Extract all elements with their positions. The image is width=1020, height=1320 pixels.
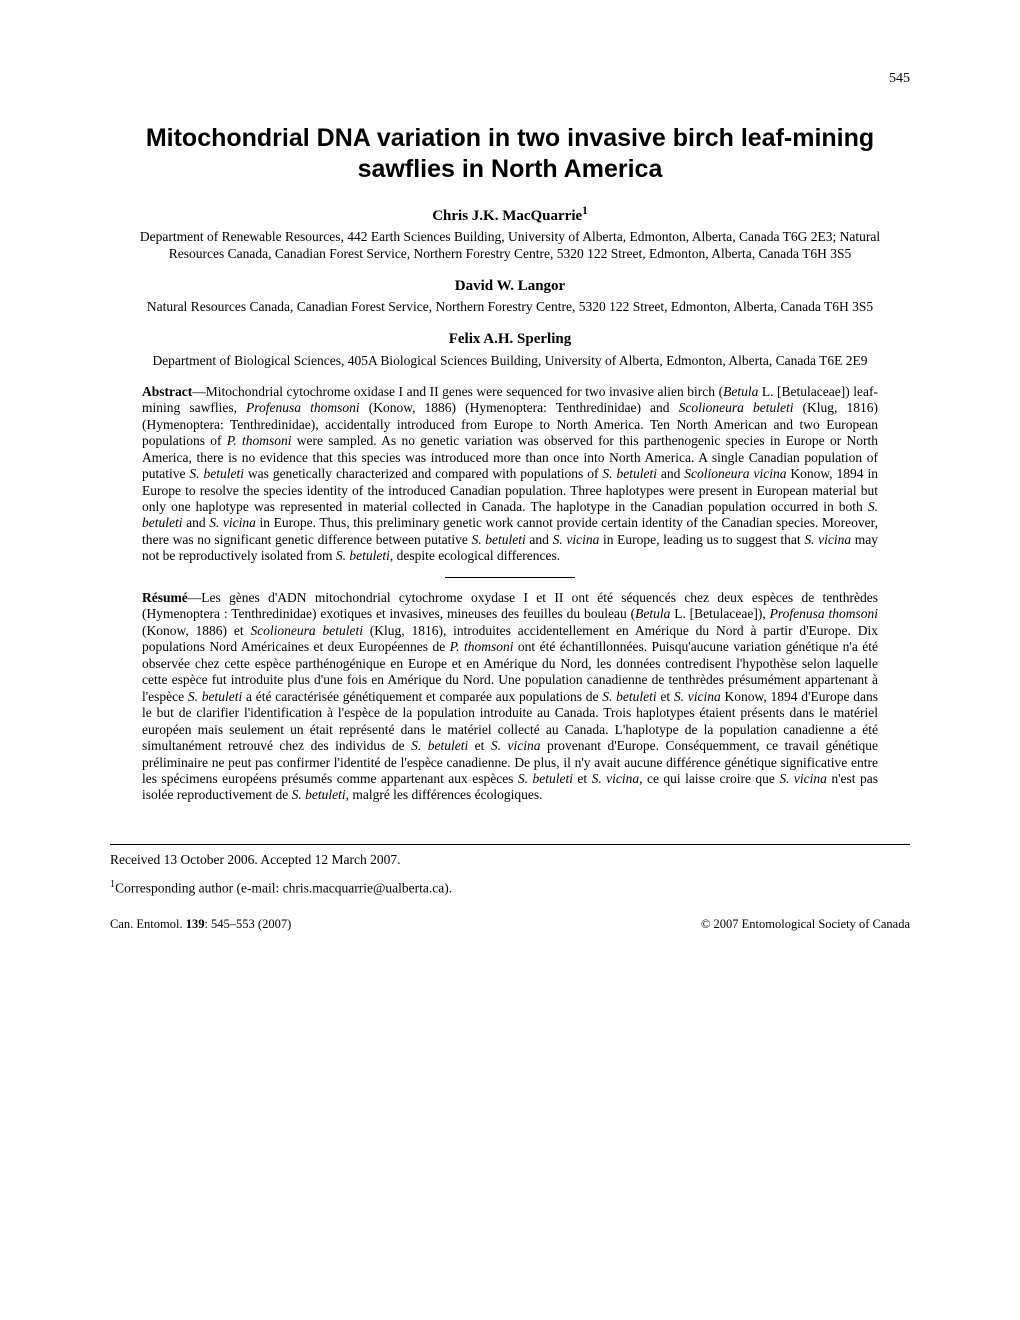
author-block-2: David W. Langor Natural Resources Canada… [110, 277, 910, 316]
author-name-3: Felix A.H. Sperling [110, 330, 910, 350]
abstract-separator [445, 577, 575, 578]
page-number: 545 [110, 70, 910, 88]
received-date: Received 13 October 2006. Accepted 12 Ma… [110, 851, 910, 869]
abstract-en-label: Abstract [142, 384, 192, 399]
footer-rule [110, 844, 910, 845]
abstract-fr-text: —Les gènes d'ADN mitochondrial cytochrom… [142, 590, 878, 803]
author-affiliation-1: Department of Renewable Resources, 442 E… [110, 229, 910, 263]
author-name-2: David W. Langor [110, 277, 910, 297]
abstract-en-text: —Mitochondrial cytochrome oxidase I and … [142, 384, 878, 564]
journal-citation: Can. Entomol. 139: 545–553 (2007) [110, 916, 291, 932]
page-footer: Can. Entomol. 139: 545–553 (2007) © 2007… [110, 916, 910, 932]
author-block-1: Chris J.K. MacQuarrie1 Department of Ren… [110, 204, 910, 263]
copyright: © 2007 Entomological Society of Canada [701, 916, 910, 932]
author-block-3: Felix A.H. Sperling Department of Biolog… [110, 330, 910, 369]
article-title: Mitochondrial DNA variation in two invas… [110, 123, 910, 186]
abstract-french: Résumé—Les gènes d'ADN mitochondrial cyt… [110, 590, 910, 804]
abstract-english: Abstract—Mitochondrial cytochrome oxidas… [110, 384, 910, 565]
author-name-1: Chris J.K. MacQuarrie1 [110, 204, 910, 227]
abstract-fr-label: Résumé [142, 590, 188, 605]
author-affiliation-2: Natural Resources Canada, Canadian Fores… [110, 299, 910, 316]
corresponding-author: 1Corresponding author (e-mail: chris.mac… [110, 878, 910, 897]
author-affiliation-3: Department of Biological Sciences, 405A … [110, 353, 910, 370]
